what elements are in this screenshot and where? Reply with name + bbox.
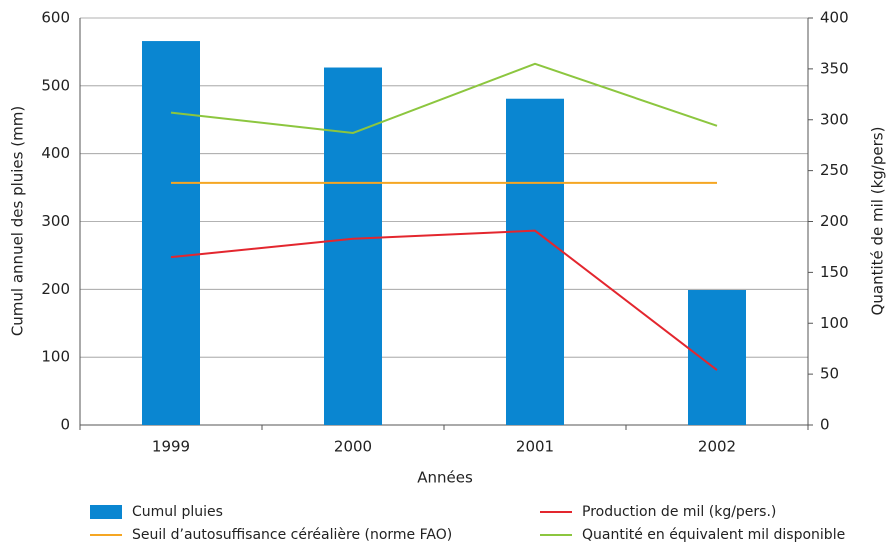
line bbox=[170, 62, 718, 134]
x-axis-title: Années bbox=[417, 469, 473, 487]
y-tick-label: 100 bbox=[41, 348, 70, 366]
y-tick-label: 200 bbox=[41, 280, 70, 298]
y2-tick-label: 50 bbox=[820, 365, 839, 383]
bar bbox=[688, 290, 746, 425]
x-tick-label: 2001 bbox=[516, 438, 554, 456]
y2-tick-label: 200 bbox=[820, 212, 849, 230]
y2-tick-label: 400 bbox=[820, 9, 849, 27]
x-tick-label: 2002 bbox=[698, 438, 736, 456]
x-tick-label: 1999 bbox=[152, 438, 190, 456]
legend-label: Production de mil (kg/pers.) bbox=[582, 504, 776, 520]
legend-swatch bbox=[90, 505, 122, 519]
x-tick-label: 2000 bbox=[334, 438, 372, 456]
bar bbox=[324, 67, 382, 425]
y-tick-label: 0 bbox=[60, 416, 70, 434]
legend-label: Seuil d’autosuffisance céréalière (norme… bbox=[132, 527, 452, 543]
y-tick-label: 500 bbox=[41, 76, 70, 94]
y-tick-label: 400 bbox=[41, 144, 70, 162]
y2-tick-label: 350 bbox=[820, 59, 849, 77]
y-axis-title: Cumul annuel des pluies (mm) bbox=[9, 106, 27, 336]
y2-axis-title: Quantité de mil (kg/pers) bbox=[869, 127, 887, 316]
legend-label: Cumul pluies bbox=[132, 504, 223, 520]
y2-tick-label: 300 bbox=[820, 110, 849, 128]
legend-label: Quantité en équivalent mil disponible bbox=[582, 527, 845, 543]
y-tick-label: 300 bbox=[41, 212, 70, 230]
y2-tick-label: 100 bbox=[820, 314, 849, 332]
y2-tick-label: 150 bbox=[820, 263, 849, 281]
line bbox=[170, 229, 718, 371]
y2-tick-label: 250 bbox=[820, 161, 849, 179]
bar bbox=[506, 98, 564, 425]
y2-tick-label: 0 bbox=[820, 416, 830, 434]
y-tick-label: 600 bbox=[41, 9, 70, 27]
bar bbox=[142, 41, 200, 426]
